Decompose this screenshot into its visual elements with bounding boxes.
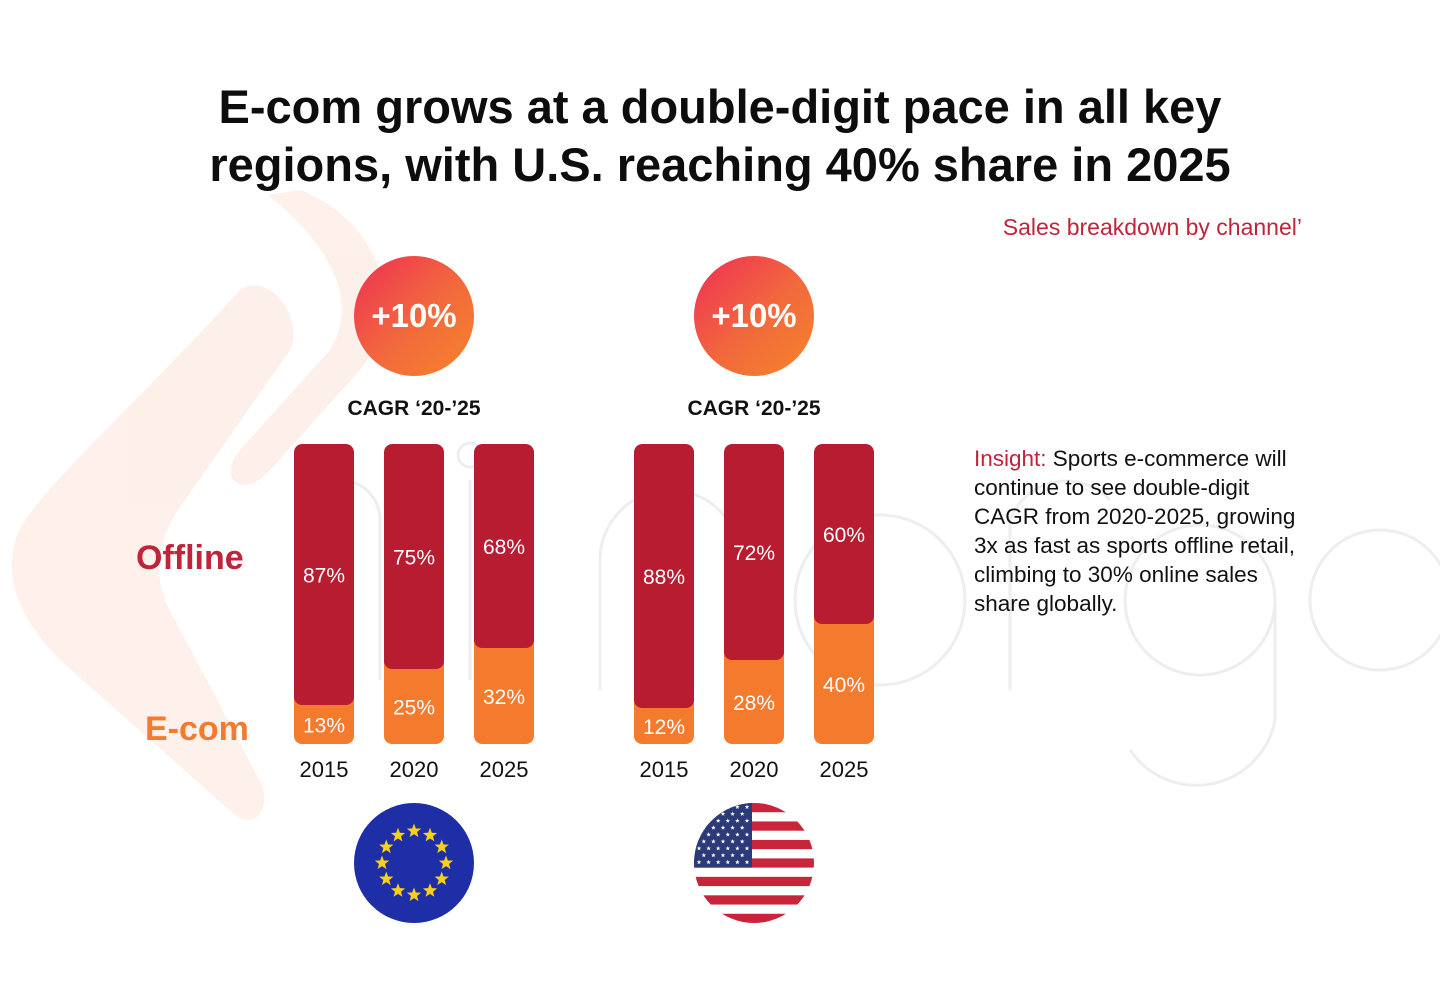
legend-offline: Offline — [136, 539, 244, 577]
bar-us-2015 — [634, 444, 694, 744]
cagr-label-us: CAGR ‘20-’25 — [687, 397, 821, 420]
label-offline-eu-2020: 75% — [393, 547, 435, 570]
label-offline-eu-2015: 87% — [303, 565, 345, 588]
label-ecom-us-2025: 40% — [823, 674, 865, 697]
cagr-label-eu: CAGR ‘20-’25 — [347, 397, 481, 420]
label-ecom-us-2015: 12% — [643, 716, 685, 739]
bar-us-2020 — [724, 444, 784, 744]
bar-ecom-us-2025 — [814, 616, 874, 744]
tick-label-us-2025: 2025 — [820, 757, 869, 782]
insight-text: Insight: Sports e-commerce will continue… — [974, 444, 1314, 618]
bar-ecom-eu-2020 — [384, 661, 444, 744]
tick-label-us-2015: 2015 — [640, 757, 689, 782]
cagr-badge-us: +10% — [694, 256, 814, 376]
tick-label-us-2020: 2020 — [730, 757, 779, 782]
tick-label-eu-2025: 2025 — [480, 757, 529, 782]
bar-offline-us-2020 — [724, 444, 784, 660]
legend-ecom: E-com — [145, 710, 249, 748]
insight-label: Insight: — [974, 446, 1047, 471]
label-offline-us-2025: 60% — [823, 524, 865, 547]
eu-flag-icon — [354, 803, 474, 923]
label-ecom-eu-2025: 32% — [483, 686, 525, 709]
bar-offline-us-2025 — [814, 444, 874, 624]
label-ecom-us-2020: 28% — [733, 692, 775, 715]
label-offline-eu-2025: 68% — [483, 536, 525, 559]
label-offline-us-2020: 72% — [733, 542, 775, 565]
title-line-1: E-com grows at a double-digit pace in al… — [218, 80, 1222, 133]
label-ecom-eu-2015: 13% — [303, 715, 345, 738]
chart-subtitle: Sales breakdown by channel’ — [1002, 214, 1302, 240]
bar-ecom-us-2020 — [724, 652, 784, 744]
page-title: E-com grows at a double-digit pace in al… — [0, 78, 1440, 194]
bar-ecom-eu-2025 — [474, 640, 534, 744]
bar-offline-us-2015 — [634, 444, 694, 708]
bar-eu-2025 — [474, 444, 534, 744]
bar-offline-eu-2025 — [474, 444, 534, 648]
cagr-badge-eu: +10% — [354, 256, 474, 376]
tick-label-eu-2020: 2020 — [390, 757, 439, 782]
label-ecom-eu-2020: 25% — [393, 697, 435, 720]
title-line-2: regions, with U.S. reaching 40% share in… — [209, 138, 1231, 191]
bar-eu-2015 — [294, 444, 354, 744]
tick-label-eu-2015: 2015 — [300, 757, 349, 782]
bar-offline-eu-2020 — [384, 444, 444, 669]
bar-offline-eu-2015 — [294, 444, 354, 705]
bar-eu-2020 — [384, 444, 444, 744]
us-flag-icon — [694, 803, 814, 923]
label-offline-us-2015: 88% — [643, 566, 685, 589]
insight-body: Sports e-commerce will continue to see d… — [974, 446, 1296, 616]
bar-us-2025 — [814, 444, 874, 744]
